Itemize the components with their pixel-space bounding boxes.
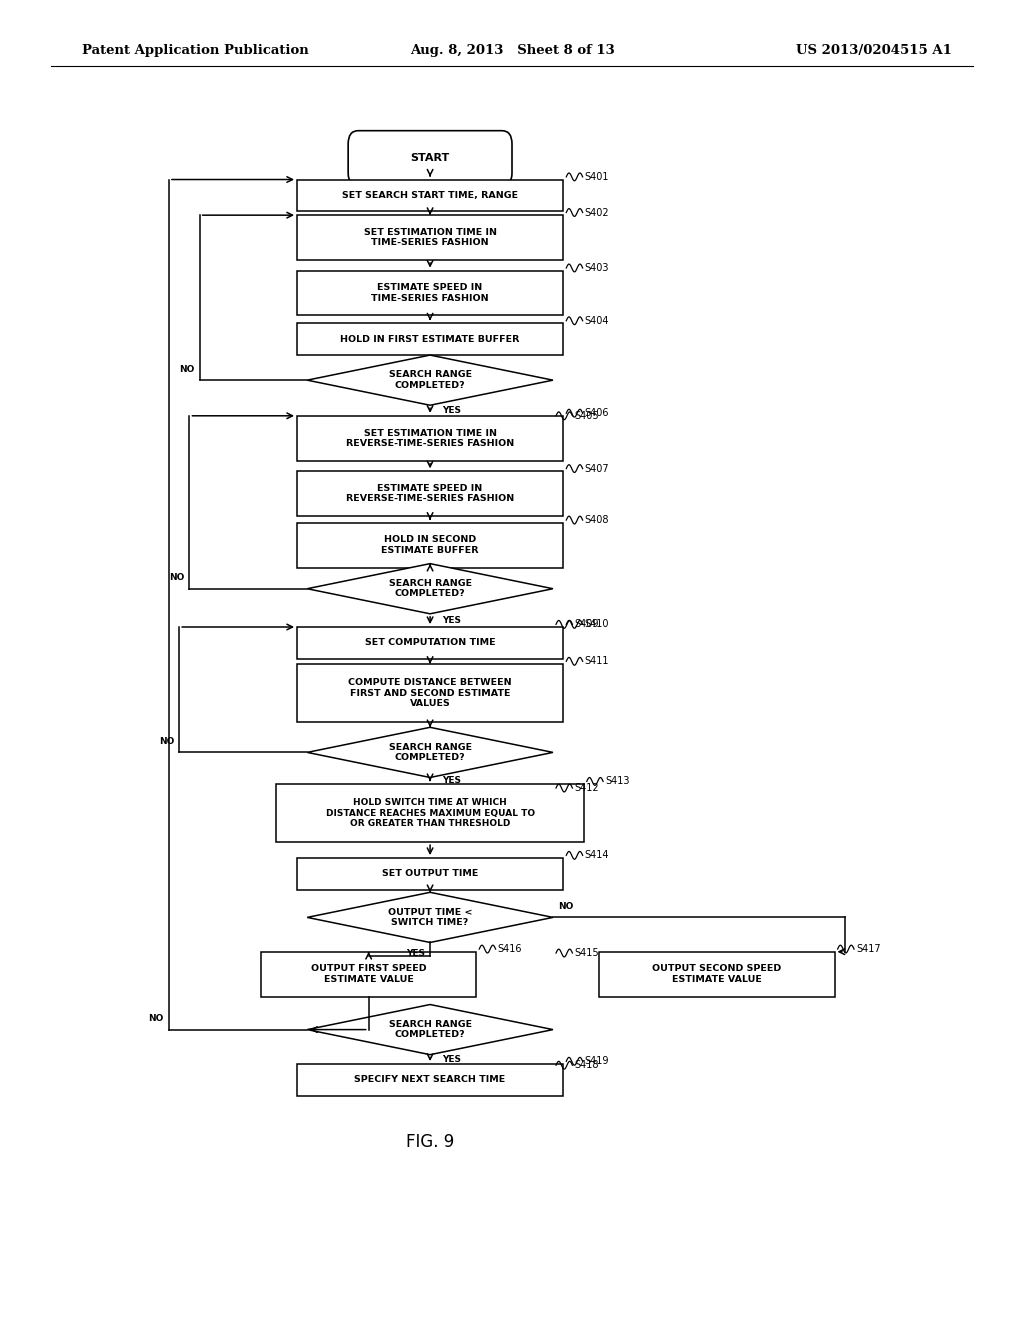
Text: S419: S419 [585, 1056, 609, 1067]
FancyBboxPatch shape [297, 215, 563, 260]
Text: S416: S416 [498, 944, 522, 954]
Polygon shape [307, 1005, 553, 1055]
Text: SET COMPUTATION TIME: SET COMPUTATION TIME [365, 639, 496, 647]
Text: Patent Application Publication: Patent Application Publication [82, 44, 308, 57]
Text: SET ESTIMATION TIME IN
TIME-SERIES FASHION: SET ESTIMATION TIME IN TIME-SERIES FASHI… [364, 228, 497, 247]
Text: YES: YES [442, 616, 462, 624]
Text: SPECIFY NEXT SEARCH TIME: SPECIFY NEXT SEARCH TIME [354, 1076, 506, 1084]
Text: S403: S403 [585, 263, 609, 273]
Text: S414: S414 [585, 850, 609, 861]
Text: NO: NO [148, 1014, 164, 1023]
FancyBboxPatch shape [276, 784, 584, 842]
Text: S402: S402 [585, 207, 609, 218]
Text: S404: S404 [585, 315, 609, 326]
Text: S413: S413 [605, 776, 630, 787]
Text: OUTPUT FIRST SPEED
ESTIMATE VALUE: OUTPUT FIRST SPEED ESTIMATE VALUE [311, 965, 426, 983]
Text: S410: S410 [585, 619, 609, 630]
Text: ESTIMATE SPEED IN
REVERSE-TIME-SERIES FASHION: ESTIMATE SPEED IN REVERSE-TIME-SERIES FA… [346, 484, 514, 503]
FancyBboxPatch shape [297, 858, 563, 890]
FancyBboxPatch shape [261, 952, 476, 997]
FancyBboxPatch shape [297, 627, 563, 659]
Text: YES: YES [442, 407, 462, 414]
Text: HOLD SWITCH TIME AT WHICH
DISTANCE REACHES MAXIMUM EQUAL TO
OR GREATER THAN THRE: HOLD SWITCH TIME AT WHICH DISTANCE REACH… [326, 799, 535, 828]
Text: US 2013/0204515 A1: US 2013/0204515 A1 [797, 44, 952, 57]
FancyBboxPatch shape [599, 952, 835, 997]
Text: SET SEARCH START TIME, RANGE: SET SEARCH START TIME, RANGE [342, 191, 518, 199]
Text: START: START [411, 153, 450, 164]
Text: S412: S412 [574, 783, 599, 793]
Text: COMPUTE DISTANCE BETWEEN
FIRST AND SECOND ESTIMATE
VALUES: COMPUTE DISTANCE BETWEEN FIRST AND SECON… [348, 678, 512, 708]
Text: S409: S409 [574, 619, 599, 630]
Text: OUTPUT SECOND SPEED
ESTIMATE VALUE: OUTPUT SECOND SPEED ESTIMATE VALUE [652, 965, 781, 983]
FancyBboxPatch shape [297, 180, 563, 211]
Polygon shape [307, 355, 553, 405]
FancyBboxPatch shape [297, 323, 563, 355]
Text: NO: NO [169, 573, 184, 582]
Text: NO: NO [179, 364, 195, 374]
Text: FIG. 9: FIG. 9 [406, 1133, 455, 1151]
Text: S417: S417 [856, 944, 881, 954]
Text: S406: S406 [585, 408, 609, 418]
FancyBboxPatch shape [297, 1064, 563, 1096]
Text: YES: YES [442, 776, 462, 785]
Text: S405: S405 [574, 411, 599, 421]
Text: SET ESTIMATION TIME IN
REVERSE-TIME-SERIES FASHION: SET ESTIMATION TIME IN REVERSE-TIME-SERI… [346, 429, 514, 447]
FancyBboxPatch shape [297, 523, 563, 568]
Text: HOLD IN FIRST ESTIMATE BUFFER: HOLD IN FIRST ESTIMATE BUFFER [340, 335, 520, 343]
FancyBboxPatch shape [297, 271, 563, 315]
Text: HOLD IN SECOND
ESTIMATE BUFFER: HOLD IN SECOND ESTIMATE BUFFER [381, 536, 479, 554]
Polygon shape [307, 564, 553, 614]
Text: SET OUTPUT TIME: SET OUTPUT TIME [382, 870, 478, 878]
Text: SEARCH RANGE
COMPLETED?: SEARCH RANGE COMPLETED? [388, 371, 472, 389]
FancyBboxPatch shape [297, 664, 563, 722]
Polygon shape [307, 892, 553, 942]
Text: S411: S411 [585, 656, 609, 667]
FancyBboxPatch shape [297, 416, 563, 461]
Text: SEARCH RANGE
COMPLETED?: SEARCH RANGE COMPLETED? [388, 579, 472, 598]
Text: YES: YES [442, 1055, 462, 1064]
Text: YES: YES [406, 949, 425, 958]
Text: NO: NO [558, 902, 573, 911]
FancyBboxPatch shape [297, 471, 563, 516]
Text: S408: S408 [585, 515, 609, 525]
Text: NO: NO [159, 737, 174, 746]
Text: OUTPUT TIME <
SWITCH TIME?: OUTPUT TIME < SWITCH TIME? [388, 908, 472, 927]
Text: S418: S418 [574, 1060, 599, 1071]
Polygon shape [307, 727, 553, 777]
Text: S407: S407 [585, 463, 609, 474]
Text: ESTIMATE SPEED IN
TIME-SERIES FASHION: ESTIMATE SPEED IN TIME-SERIES FASHION [372, 284, 488, 302]
FancyBboxPatch shape [348, 131, 512, 186]
Text: Aug. 8, 2013   Sheet 8 of 13: Aug. 8, 2013 Sheet 8 of 13 [410, 44, 614, 57]
Text: SEARCH RANGE
COMPLETED?: SEARCH RANGE COMPLETED? [388, 1020, 472, 1039]
Text: SEARCH RANGE
COMPLETED?: SEARCH RANGE COMPLETED? [388, 743, 472, 762]
Text: S415: S415 [574, 948, 599, 958]
Text: S401: S401 [585, 172, 609, 182]
